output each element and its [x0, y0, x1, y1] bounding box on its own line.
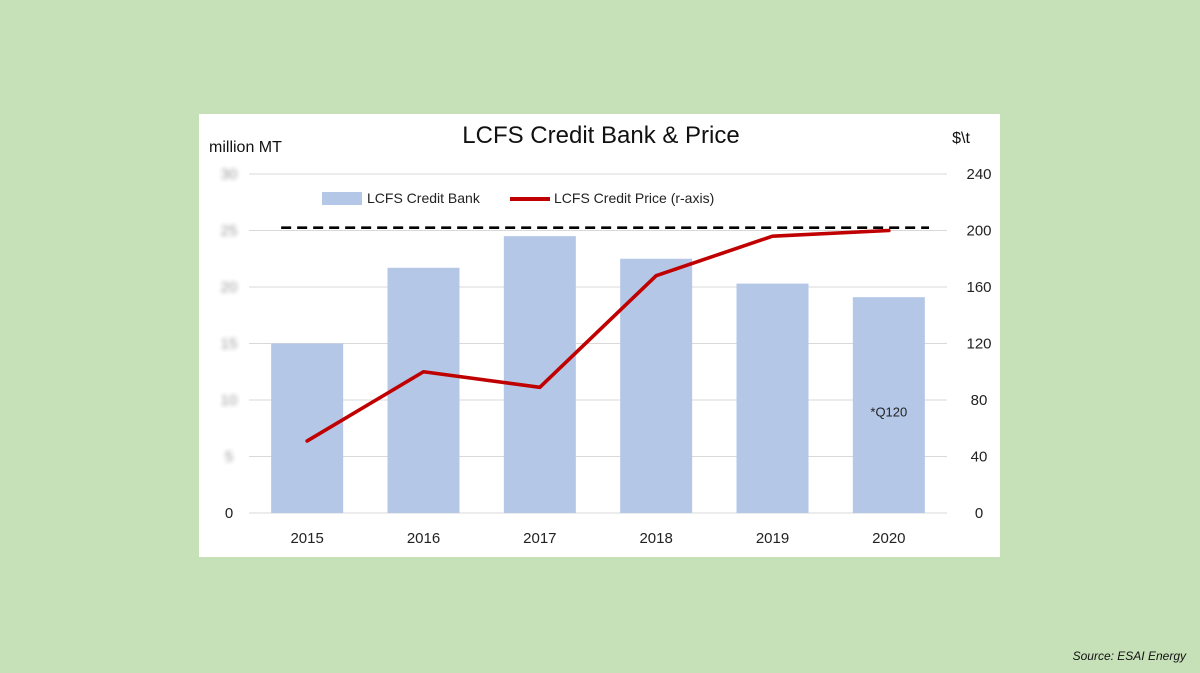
right-tick-label: 40 — [971, 449, 988, 466]
left-tick-label: 25 — [221, 223, 238, 240]
line-series — [305, 228, 891, 443]
left-tick-label: 0 — [225, 505, 233, 522]
chart-title: LCFS Credit Bank & Price — [462, 122, 739, 149]
x-tick-label: 2015 — [290, 530, 323, 547]
right-tick-label: 80 — [971, 392, 988, 409]
right-tick-label: 120 — [966, 336, 991, 353]
source-note: Source: ESAI Energy — [1072, 649, 1186, 663]
left-axis-ticks: 0 5 10 15 20 25 30 — [221, 166, 238, 522]
left-tick-label: 20 — [221, 279, 238, 296]
bar-2019 — [736, 283, 809, 513]
x-tick-label: 2020 — [872, 530, 905, 547]
right-axis-ticks: 0 40 80 120 160 200 240 — [966, 166, 991, 522]
legend-label-bank: LCFS Credit Bank — [367, 190, 481, 206]
chart-card: LCFS Credit Bank & Price million MT $\t … — [199, 114, 1000, 557]
left-tick-label: 5 — [225, 449, 233, 466]
chart-svg: LCFS Credit Bank & Price million MT $\t … — [209, 122, 992, 547]
bar-2016 — [387, 267, 460, 513]
right-tick-label: 240 — [966, 166, 991, 183]
x-tick-label: 2017 — [523, 530, 556, 547]
bar-2017 — [503, 236, 576, 513]
left-tick-label: 15 — [221, 336, 238, 353]
right-tick-label: 160 — [966, 279, 991, 296]
x-axis-ticks: 2015 2016 2017 2018 2019 2020 — [290, 530, 905, 547]
price-line — [305, 228, 891, 443]
right-tick-label: 0 — [975, 505, 983, 522]
bar-2018 — [620, 258, 693, 513]
bar-2015 — [271, 343, 344, 513]
bar-series — [271, 236, 925, 513]
legend-swatch-bank — [322, 192, 362, 205]
right-axis-label: $\t — [952, 130, 970, 147]
bar-2020 — [852, 297, 925, 513]
left-tick-label: 10 — [221, 392, 238, 409]
legend: LCFS Credit Bank LCFS Credit Price (r-ax… — [322, 190, 714, 206]
left-axis-label: million MT — [209, 139, 282, 156]
x-tick-label: 2016 — [407, 530, 440, 547]
gridlines — [249, 173, 947, 514]
x-tick-label: 2019 — [756, 530, 789, 547]
legend-label-price: LCFS Credit Price (r-axis) — [554, 190, 714, 206]
right-tick-label: 200 — [966, 223, 991, 240]
annotation-q120: *Q120 — [870, 405, 907, 420]
left-tick-label: 30 — [221, 166, 238, 183]
x-tick-label: 2018 — [639, 530, 672, 547]
